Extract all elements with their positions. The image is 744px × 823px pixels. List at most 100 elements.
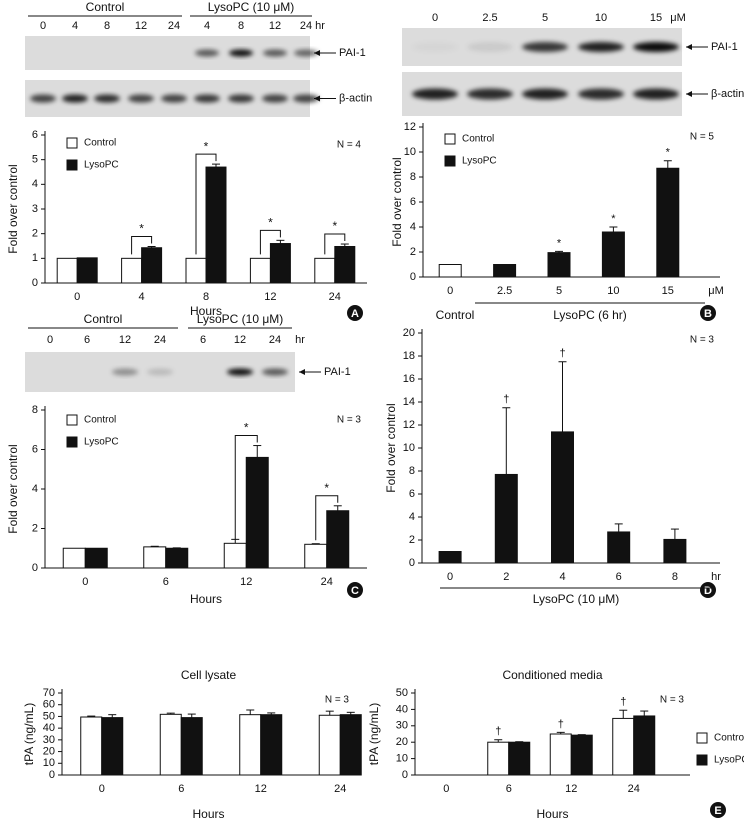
bar [549,733,572,776]
bar [260,714,283,776]
blot-lane-label: 15 [650,12,662,24]
bar [493,264,517,278]
y-tick-label: 30 [43,734,55,746]
y-axis-label: tPA (ng/mL) [367,703,381,765]
x-tick-label: 6 [506,783,512,795]
y-tick-label: 4 [410,221,416,233]
group-label: LysoPC (10 μM) [533,592,620,606]
y-axis-label: Fold over control [384,403,398,492]
y-tick-label: 20 [396,736,408,748]
significance-marker: * [557,237,562,249]
y-tick-label: 0 [402,769,408,781]
blot-group-label: Control [86,0,125,14]
bar [570,734,593,776]
bar [245,456,269,569]
blot-lane-label: 4 [204,20,210,32]
bar [101,717,124,776]
legend-swatch [696,732,708,744]
y-tick-label: 6 [409,488,415,500]
x-tick-label: 0 [447,285,453,297]
y-tick-label: 40 [396,703,408,715]
y-axis-label: Fold over control [6,164,20,253]
blot-band [228,94,254,103]
legend-swatch [66,137,78,149]
legend-label: Control [714,733,744,744]
blot-lane-label: 12 [135,20,147,32]
blot-band [467,88,513,100]
blot-band [294,49,318,57]
blot-group-label: LysoPC (10 μM) [208,0,295,14]
bar [223,542,247,569]
blot-lane-label: 6 [200,334,206,346]
blot-group-label: LysoPC (10 μM) [197,312,284,326]
y-tick-label: 1 [32,252,38,264]
y-tick-label: 10 [404,146,416,158]
y-tick-label: 20 [403,327,415,339]
x-unit: hr [711,571,721,583]
y-tick-label: 6 [410,196,416,208]
legend-swatch [66,414,78,426]
bar [84,547,108,569]
x-tick-label: 4 [559,571,565,583]
y-tick-label: 8 [409,465,415,477]
significance-marker: * [244,421,249,435]
blot-arrow-head [299,369,305,375]
note: N = 3 [325,695,350,706]
x-axis-label: Hours [190,592,222,606]
bar [143,546,167,569]
blot-arrow-head [314,95,320,102]
x-unit: μM [708,285,724,297]
group-label: LysoPC (6 hr) [553,308,627,322]
bar [612,717,635,776]
blot-lane-label: 12 [234,334,246,346]
panel-badge [710,802,726,818]
panel-badge [347,582,363,598]
blot-unit: hr [295,334,305,346]
bar [76,257,98,284]
blot-band [227,368,253,376]
blot-band [263,49,287,57]
group-label: Control [436,308,475,322]
blot-band [467,42,513,52]
x-tick-label: 0 [74,291,80,303]
blot-band-label: PAI-1 [324,366,351,378]
bar [141,247,163,284]
y-tick-label: 20 [43,745,55,757]
legend-label: Control [462,134,494,145]
blot-band [522,88,568,100]
x-tick-label: 15 [662,285,674,297]
chart-title: Conditioned media [502,668,602,682]
y-tick-label: 10 [43,757,55,769]
blot-lane-label: 24 [168,20,180,32]
x-tick-label: 6 [163,576,169,588]
blot-lane-label: 12 [269,20,281,32]
bar [607,531,631,564]
y-tick-label: 14 [403,396,415,408]
y-tick-label: 16 [403,373,415,385]
note: N = 3 [337,415,362,426]
panel-letter: D [704,585,712,597]
blot-band [578,42,624,52]
y-tick-label: 4 [32,483,38,495]
panel-letter: C [351,585,359,597]
blot-lane-label: 10 [595,12,607,24]
panel-badge [347,305,363,321]
blot-lane-label: 12 [119,334,131,346]
significance-marker: * [324,481,329,495]
y-tick-label: 50 [43,710,55,722]
blot-band [633,42,679,52]
note: N = 3 [660,695,685,706]
chart-title: Cell lysate [181,668,237,682]
bar [314,257,336,284]
note: N = 5 [690,132,715,143]
bracket [324,233,346,255]
legend-swatch [66,436,78,448]
blot-band [229,49,253,57]
y-tick-label: 10 [403,442,415,454]
y-tick-label: 70 [43,687,55,699]
bar [508,741,531,776]
legend-swatch [444,133,456,145]
blot-band [412,42,458,52]
y-tick-label: 0 [410,271,416,283]
x-tick-label: 12 [240,576,252,588]
